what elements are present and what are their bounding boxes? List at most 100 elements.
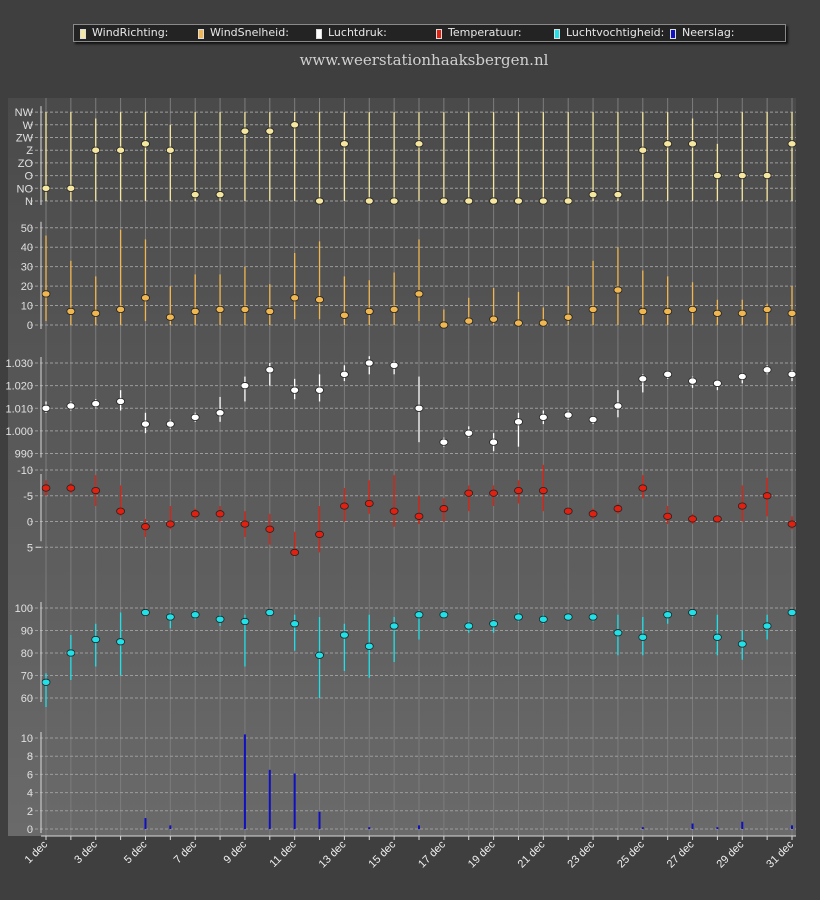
data-point — [414, 611, 424, 619]
data-point — [787, 370, 797, 378]
y-tick-label: 100 — [15, 603, 33, 615]
data-point — [91, 635, 101, 644]
data-point — [663, 370, 673, 378]
data-point — [339, 502, 349, 510]
y-tick-label: 30 — [21, 262, 33, 274]
x-tick-label: 25 dec — [615, 838, 647, 870]
data-point — [41, 678, 51, 686]
data-point — [439, 438, 449, 446]
data-point — [737, 372, 747, 381]
y-tick-label: ZW — [16, 133, 34, 145]
data-point — [165, 313, 175, 321]
data-point — [240, 617, 250, 626]
y-tick-label: -5 — [23, 491, 33, 503]
data-point — [141, 608, 150, 617]
data-point — [165, 146, 175, 154]
data-point — [688, 305, 697, 314]
data-point — [663, 140, 673, 148]
plot-background — [8, 98, 796, 836]
x-tick-label: 15 dec — [366, 838, 398, 870]
data-point — [389, 361, 399, 369]
data-point — [638, 146, 648, 154]
y-tick-label: NW — [15, 107, 34, 119]
y-tick-label: O — [24, 171, 33, 183]
data-point — [339, 631, 349, 639]
x-tick-label: 23 dec — [565, 838, 597, 870]
y-tick-label: 10 — [21, 301, 33, 313]
data-point — [41, 404, 51, 412]
y-tick-label: 50 — [21, 223, 33, 235]
data-point — [165, 420, 175, 428]
data-point — [141, 140, 150, 148]
y-tick-label: N — [25, 196, 33, 208]
x-tick-label: 5 dec — [122, 838, 150, 866]
data-point — [762, 366, 772, 374]
data-point — [638, 633, 648, 641]
data-point — [66, 402, 76, 410]
y-tick-label: 0 — [27, 824, 33, 836]
data-point — [563, 613, 573, 621]
data-point — [514, 319, 523, 327]
y-tick-label: 60 — [21, 693, 33, 705]
y-tick-label: 1.030 — [5, 358, 33, 370]
y-tick-label: 8 — [27, 751, 33, 763]
data-point — [638, 375, 648, 383]
data-point — [141, 420, 150, 428]
data-point — [414, 404, 424, 412]
data-point — [762, 492, 772, 500]
y-tick-label: 2 — [27, 806, 33, 818]
data-point — [414, 512, 424, 520]
x-tick-label: 3 dec — [72, 838, 100, 866]
data-point — [389, 305, 399, 314]
data-point — [663, 512, 673, 520]
data-point — [464, 317, 474, 325]
data-point — [41, 184, 51, 192]
legend-box: WindRichting: WindSnelheid: Luchtdruk: Temp… — [73, 24, 786, 42]
data-point — [389, 197, 399, 205]
data-point — [364, 499, 374, 508]
y-tick-label: 5 — [27, 542, 33, 554]
legend-swatch — [198, 29, 204, 39]
y-tick-label: 40 — [21, 242, 33, 254]
data-point — [588, 305, 598, 314]
data-point — [339, 311, 349, 319]
data-point — [762, 172, 772, 180]
data-point — [588, 510, 598, 518]
legend-label: Neerslag: — [682, 26, 735, 39]
data-point — [538, 615, 548, 623]
data-point — [688, 608, 697, 617]
data-point — [439, 321, 449, 329]
x-tick-label: 13 dec — [317, 838, 349, 870]
data-point — [737, 172, 747, 180]
data-point — [713, 515, 722, 523]
y-tick-label: 0 — [27, 517, 33, 529]
y-tick-label: NO — [17, 183, 34, 195]
data-point — [737, 502, 747, 510]
y-tick-label: Z — [26, 145, 33, 157]
data-point — [315, 530, 324, 538]
data-point — [613, 505, 623, 513]
data-point — [538, 197, 548, 205]
x-tick-label: 27 dec — [665, 838, 697, 870]
data-point — [339, 370, 349, 378]
x-tick-label: 7 dec — [172, 838, 200, 866]
legend-swatch — [436, 29, 442, 39]
data-point — [66, 184, 76, 192]
data-point — [190, 191, 200, 199]
y-tick-label: 6 — [27, 769, 33, 781]
y-tick-label: 10 — [21, 733, 33, 745]
data-point — [439, 611, 449, 619]
data-point — [116, 638, 125, 646]
legend-swatch — [316, 29, 322, 39]
data-point — [613, 629, 623, 637]
data-point — [315, 296, 324, 304]
data-point — [489, 315, 499, 323]
y-tick-label: 1.000 — [5, 426, 33, 438]
y-tick-label: 0 — [27, 320, 33, 332]
data-point — [240, 382, 250, 390]
x-tick-label: 9 dec — [222, 838, 250, 866]
y-tick-label: 1.010 — [5, 403, 33, 415]
data-point — [414, 140, 424, 148]
y-tick-label: 1.020 — [5, 381, 33, 393]
data-point — [91, 309, 101, 317]
